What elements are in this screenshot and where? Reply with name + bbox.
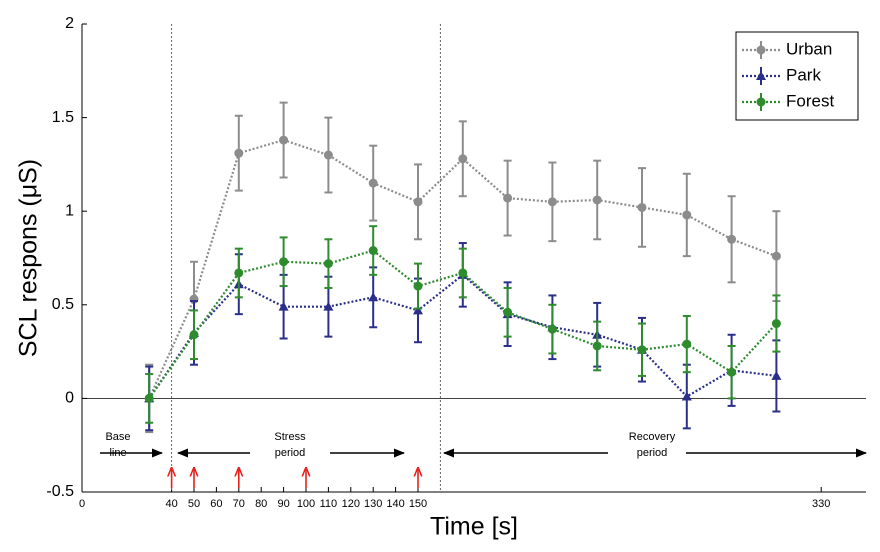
annotation: Recovery period [629, 431, 676, 459]
series-line [148, 273, 777, 400]
data-point [458, 154, 468, 164]
data-point [368, 246, 378, 256]
annotation: Base line [105, 431, 130, 459]
legend-label: Urban [786, 39, 832, 58]
data-point [682, 339, 692, 349]
x-tick-label: 60 [210, 498, 222, 510]
y-tick-label: 0.5 [52, 296, 74, 313]
y-tick-label: 1.5 [52, 109, 74, 126]
x-tick-label: 130 [364, 498, 382, 510]
data-point [503, 193, 513, 203]
data-point [458, 268, 468, 278]
x-tick-label: 70 [233, 498, 245, 510]
data-point [279, 257, 289, 267]
data-point [323, 301, 334, 311]
y-axis-label: SCL respons (μS) [15, 159, 43, 357]
data-point [413, 281, 423, 291]
legend-marker [756, 97, 766, 107]
data-point [681, 391, 692, 401]
data-point [279, 135, 289, 145]
x-tick-label: 80 [255, 498, 267, 510]
data-point [413, 305, 423, 315]
series-line [148, 249, 778, 400]
data-point [592, 341, 602, 351]
data-point [771, 251, 781, 261]
y-tick-label: 2 [65, 15, 74, 32]
y-tick-label: -0.5 [46, 483, 74, 500]
data-point [727, 234, 737, 244]
data-point [323, 150, 333, 160]
x-tick-label: 120 [342, 498, 360, 510]
x-tick-label: 150 [409, 498, 427, 510]
legend-marker [756, 45, 766, 55]
data-point [592, 195, 602, 205]
data-point [547, 197, 557, 207]
data-point [547, 324, 557, 334]
annotation-line: period [637, 447, 668, 459]
data-point [413, 197, 423, 207]
data-point [771, 319, 781, 329]
data-point [503, 307, 513, 317]
x-axis-label: Time [s] [430, 513, 518, 541]
data-point [234, 268, 244, 278]
data-point [637, 202, 647, 212]
data-point [771, 370, 782, 380]
legend-label: Forest [786, 91, 834, 110]
annotation-line: Stress [274, 431, 306, 443]
legend-box [735, 31, 859, 121]
series-line [148, 138, 777, 399]
x-tick-label: 330 [812, 498, 830, 510]
y-tick-label: 0 [65, 390, 74, 407]
data-point [189, 330, 199, 340]
data-point [234, 148, 244, 158]
data-point [727, 367, 737, 377]
data-point [368, 178, 378, 188]
data-point [278, 301, 289, 311]
annotation: Stress period [274, 431, 306, 459]
x-tick-label: 140 [386, 498, 404, 510]
annotation-line: period [275, 447, 306, 459]
x-tick-label: 90 [277, 498, 289, 510]
data-point [323, 259, 333, 269]
legend-label: Park [786, 65, 821, 84]
annotation-line: Base [105, 431, 130, 443]
data-point [682, 210, 692, 220]
x-tick-label: 0 [79, 498, 85, 510]
data-point [637, 345, 647, 355]
x-tick-label: 40 [165, 498, 177, 510]
x-tick-label: 100 [297, 498, 315, 510]
legend-marker [756, 71, 766, 80]
x-tick-label: 50 [188, 498, 200, 510]
annotation-line: Recovery [629, 431, 676, 443]
x-tick-label: 110 [320, 498, 338, 510]
y-tick-label: 1 [65, 202, 74, 219]
data-point [368, 292, 379, 302]
data-point [144, 393, 154, 403]
